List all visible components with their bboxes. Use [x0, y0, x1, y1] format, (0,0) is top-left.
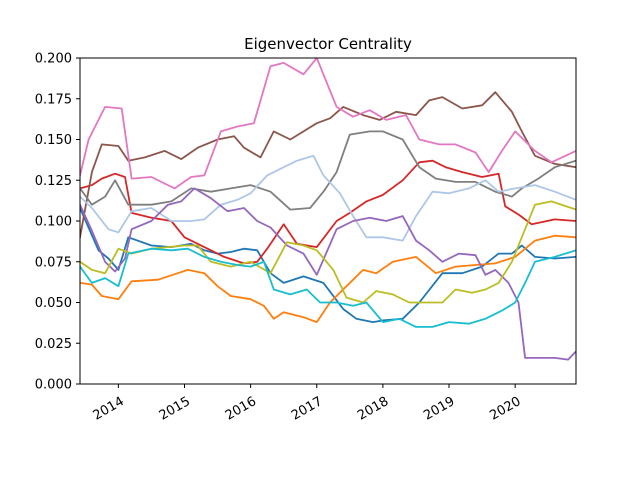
series-line-2	[80, 234, 576, 324]
y-tick-label: 0.025	[35, 337, 72, 352]
series-line-10	[80, 247, 576, 328]
y-tick-label: 0.000	[35, 378, 72, 393]
series-layer	[80, 58, 576, 361]
y-tick-label: 0.125	[35, 174, 72, 189]
series-line-9	[80, 200, 576, 304]
y-tick-label: 0.150	[35, 133, 72, 148]
series-line-5	[80, 58, 576, 190]
chart-title: Eigenvector Centrality	[244, 35, 412, 53]
series-line-1	[80, 206, 576, 324]
series-line-3	[80, 159, 576, 265]
series-line-4	[80, 91, 576, 239]
y-tick-label: 0.075	[35, 255, 72, 270]
y-tick-label: 0.050	[35, 296, 72, 311]
series-line-7	[80, 154, 576, 242]
y-tick-label: 0.100	[35, 215, 72, 230]
y-tick-label: 0.200	[35, 52, 72, 67]
y-tick-label: 0.175	[35, 92, 72, 107]
y-axis: 0.000 0.025 0.050 0.075 0.100 0.125 0.150 0.175…	[35, 52, 80, 393]
series-line-8	[80, 187, 576, 361]
